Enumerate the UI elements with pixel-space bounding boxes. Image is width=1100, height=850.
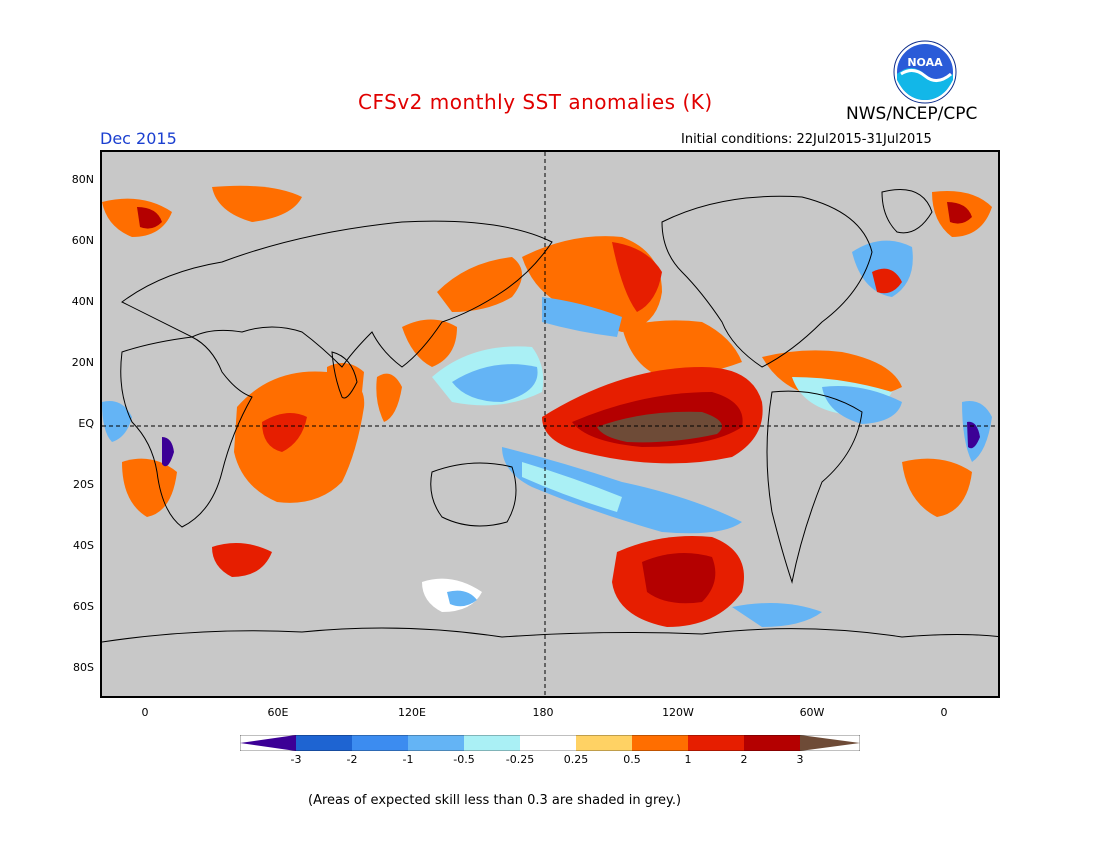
lon-label-180: 180	[532, 706, 554, 719]
colorbar-seg-6	[576, 735, 632, 751]
colorbar-label-8: 2	[740, 753, 748, 766]
lat-label-20s: 20S	[73, 478, 94, 491]
map-canvas	[102, 152, 998, 696]
agency-label: NWS/NCEP/CPC	[846, 104, 978, 124]
colorbar-seg-7	[632, 735, 688, 751]
colorbar-label-6: 0.5	[623, 753, 641, 766]
lon-label-0-right: 0	[940, 706, 948, 719]
lat-label-80s: 80S	[73, 661, 94, 674]
colorbar-label-7: 1	[684, 753, 692, 766]
sst-anomaly-map	[100, 150, 1000, 698]
lat-label-60s: 60S	[73, 600, 94, 613]
logo-text: NOAA	[907, 56, 943, 69]
colorbar-seg-0	[240, 735, 296, 751]
coastlines	[102, 189, 998, 643]
noaa-logo: NOAA	[893, 40, 957, 104]
colorbar-label-5: 0.25	[563, 753, 589, 766]
lon-label-120e: 120E	[398, 706, 426, 719]
colorbar-label-1: -2	[346, 753, 358, 766]
colorbar-seg-5	[520, 735, 576, 751]
lat-label-eq: EQ	[78, 417, 94, 430]
colorbar-label-3: -0.5	[453, 753, 475, 766]
lat-label-40n: 40N	[71, 295, 94, 308]
lon-label-0-left: 0	[141, 706, 149, 719]
lat-label-40s: 40S	[73, 539, 94, 552]
initial-conditions: Initial conditions: 22Jul2015-31Jul2015	[681, 132, 932, 147]
lat-label-20n: 20N	[71, 356, 94, 369]
lon-label-60e: 60E	[267, 706, 289, 719]
colorbar-seg-8	[688, 735, 744, 751]
colorbar-label-9: 3	[796, 753, 804, 766]
colorbar-seg-9	[744, 735, 800, 751]
colorbar-label-4: -0.25	[505, 753, 535, 766]
lon-label-60w: 60W	[799, 706, 825, 719]
lat-label-60n: 60N	[71, 234, 94, 247]
colorbar-seg-1	[296, 735, 352, 751]
indian-ocean-warm	[234, 371, 365, 503]
colorbar-label-0: -3	[290, 753, 302, 766]
anomaly-fields	[102, 185, 992, 627]
colorbar-seg-2	[352, 735, 408, 751]
colorbar-seg-4	[464, 735, 520, 751]
colorbar-label-2: -1	[402, 753, 414, 766]
lat-label-80n: 80N	[71, 173, 94, 186]
forecast-month: Dec 2015	[100, 129, 177, 148]
map-title: CFSv2 monthly SST anomalies (K)	[358, 90, 713, 114]
skill-footnote: (Areas of expected skill less than 0.3 a…	[308, 793, 682, 808]
colorbar-seg-3	[408, 735, 464, 751]
lon-label-120w: 120W	[662, 706, 694, 719]
colorbar	[240, 735, 860, 751]
colorbar-seg-11	[800, 735, 860, 751]
